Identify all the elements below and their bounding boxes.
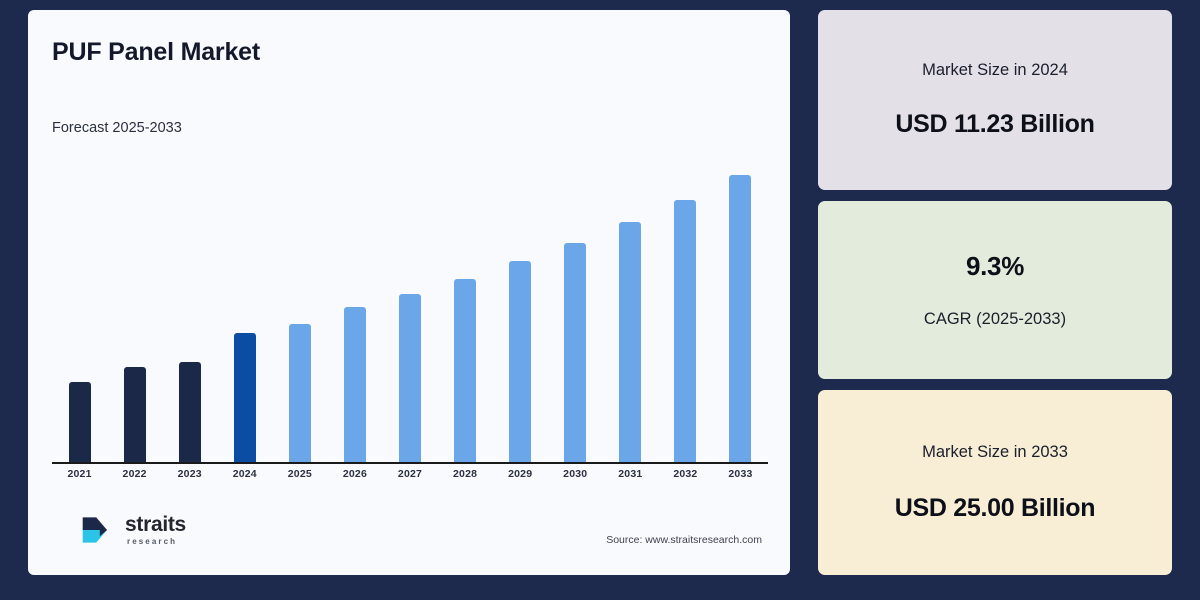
x-label-2033: 2033 [728, 468, 753, 480]
bar-slot [548, 150, 603, 462]
x-label-2031: 2031 [618, 468, 643, 480]
straits-research-logo: straits research [80, 512, 186, 548]
bar-slot [162, 150, 217, 462]
bar-2029 [509, 261, 532, 462]
bar-2031 [619, 222, 642, 462]
logo-subtext: research [127, 537, 178, 546]
bar-2025 [288, 324, 311, 462]
stat-card-label: Market Size in 2033 [922, 442, 1068, 461]
stat-card-value: USD 11.23 Billion [895, 110, 1095, 138]
bar-2030 [564, 243, 587, 462]
x-label-2026: 2026 [342, 468, 368, 480]
bar-2033 [729, 175, 752, 462]
bar-2021 [68, 382, 91, 462]
x-label-2022: 2022 [122, 468, 147, 480]
x-label-2030: 2030 [563, 468, 588, 480]
x-label-2025: 2025 [287, 468, 312, 480]
stat-card-label: CAGR (2025-2033) [923, 310, 1067, 328]
bar-slot [713, 150, 768, 462]
stat-card-label: Market Size in 2024 [922, 61, 1068, 79]
bar-2024 [233, 333, 256, 462]
logo-name: straits [125, 513, 186, 536]
stat-card-cagr: 9.3% CAGR (2025-2033) [818, 201, 1172, 379]
bar-slot [327, 150, 382, 462]
bar-2032 [674, 200, 697, 462]
x-label-2024: 2024 [232, 468, 257, 480]
x-label-2028: 2028 [453, 468, 478, 480]
stat-card-market-size-2033: Market Size in 2033 USD 25.00 Billion [818, 390, 1172, 575]
x-axis-labels: 2021 2022 2023 2024 2025 2026 2027 2028 2029 2030… [52, 468, 768, 480]
bar-slot [493, 150, 548, 462]
logo-text: straits research [125, 514, 186, 546]
stat-cards: Market Size in 2024 USD 11.23 Billion 9.3%… [818, 10, 1172, 575]
x-axis-line [52, 462, 768, 464]
page-title: PUF Panel Market [52, 38, 260, 66]
x-label-2032: 2032 [673, 468, 698, 480]
stat-card-market-size-2024: Market Size in 2024 USD 11.23 Billion [818, 10, 1172, 190]
bar-slot [658, 150, 713, 462]
chart-subtitle: Forecast 2025-2033 [52, 120, 182, 136]
bar-slot [438, 150, 493, 462]
bar-slot [382, 150, 437, 462]
bar-2027 [399, 294, 421, 462]
chevron-logo-icon [82, 517, 107, 543]
stat-card-value: USD 25.00 Billion [894, 493, 1096, 522]
stat-card-value: 9.3% [965, 251, 1025, 281]
source-attribution: Source: www.straitsresearch.com [606, 534, 762, 546]
bar-slot [107, 150, 162, 462]
x-label-2027: 2027 [397, 468, 423, 480]
chart-panel: PUF Panel Market Forecast 2025-2033 2021… [28, 10, 790, 575]
bar-slot [603, 150, 658, 462]
bar-slot [52, 150, 107, 462]
bar-slot [272, 150, 327, 462]
bar-2028 [454, 279, 477, 462]
bar-slot [217, 150, 272, 462]
bar-chart-bars [52, 150, 768, 462]
x-label-2021: 2021 [67, 468, 92, 480]
x-label-2029: 2029 [508, 468, 533, 480]
bar-2026 [343, 307, 366, 462]
bar-2023 [178, 362, 201, 462]
bar-2022 [123, 367, 146, 462]
x-label-2023: 2023 [177, 468, 202, 480]
